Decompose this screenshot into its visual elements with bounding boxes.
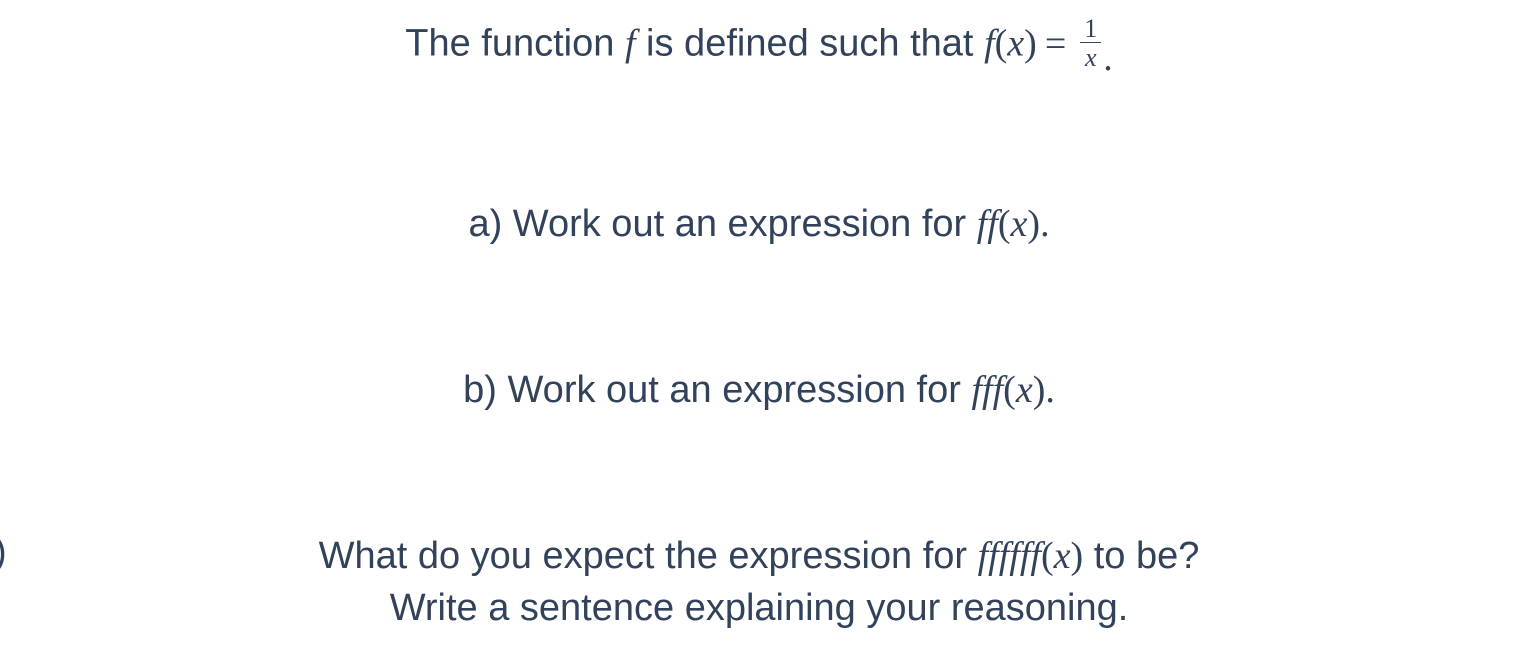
intro-line: The function f is defined such that f(x)… xyxy=(405,18,1113,84)
intro-fx-f: f xyxy=(984,23,995,65)
intro-dot: . xyxy=(1103,33,1113,84)
part-b-line: b) Work out an expression for fff(x). xyxy=(463,365,1055,416)
part-b-rparen: ) xyxy=(1033,369,1046,411)
part-c-ff6: ffffff xyxy=(978,535,1041,577)
intro-frac-den: x xyxy=(1080,43,1101,71)
intro-text-2: is defined such that xyxy=(636,23,985,65)
part-b-fff: fff xyxy=(971,369,1003,411)
intro-equals: = xyxy=(1037,23,1074,65)
part-a-rparen: ) xyxy=(1027,203,1040,245)
part-b-dot: . xyxy=(1045,369,1055,411)
intro-x: x xyxy=(1007,23,1024,65)
part-a-lparen: ( xyxy=(998,203,1011,245)
part-c-rparen: ) xyxy=(1071,535,1084,577)
part-a-line: a) Work out an expression for ff(x). xyxy=(468,199,1049,250)
part-a-x: x xyxy=(1011,203,1028,245)
intro-f: f xyxy=(625,23,636,65)
intro-lparen: ( xyxy=(995,23,1008,65)
part-a-lead: a) Work out an expression for xyxy=(468,203,976,245)
part-b-lead: b) Work out an expression for xyxy=(463,369,971,411)
part-c-line2: Write a sentence explaining your reasoni… xyxy=(390,583,1129,634)
part-b-lparen: ( xyxy=(1003,369,1016,411)
intro-fraction: 1x xyxy=(1080,16,1101,71)
part-c-text1: What do you expect the expression for xyxy=(319,535,978,577)
part-a-ff: ff xyxy=(977,203,998,245)
part-c-x: x xyxy=(1054,535,1071,577)
part-a-block: a) Work out an expression for ff(x). xyxy=(0,199,1518,250)
part-c-block: ) What do you expect the expression for … xyxy=(0,531,1518,634)
part-a-dot: . xyxy=(1040,203,1050,245)
part-c-text2: to be? xyxy=(1083,535,1199,577)
part-c-label: ) xyxy=(0,531,7,574)
intro-block: The function f is defined such that f(x)… xyxy=(0,18,1518,84)
intro-frac-num: 1 xyxy=(1080,16,1101,43)
part-b-x: x xyxy=(1016,369,1033,411)
part-c-line1: What do you expect the expression for ff… xyxy=(319,531,1200,582)
part-c-lparen: ( xyxy=(1041,535,1054,577)
math-question-page: The function f is defined such that f(x)… xyxy=(0,0,1518,656)
intro-rparen: ) xyxy=(1024,23,1037,65)
part-b-block: b) Work out an expression for fff(x). xyxy=(0,365,1518,416)
intro-text-1: The function xyxy=(405,23,625,65)
